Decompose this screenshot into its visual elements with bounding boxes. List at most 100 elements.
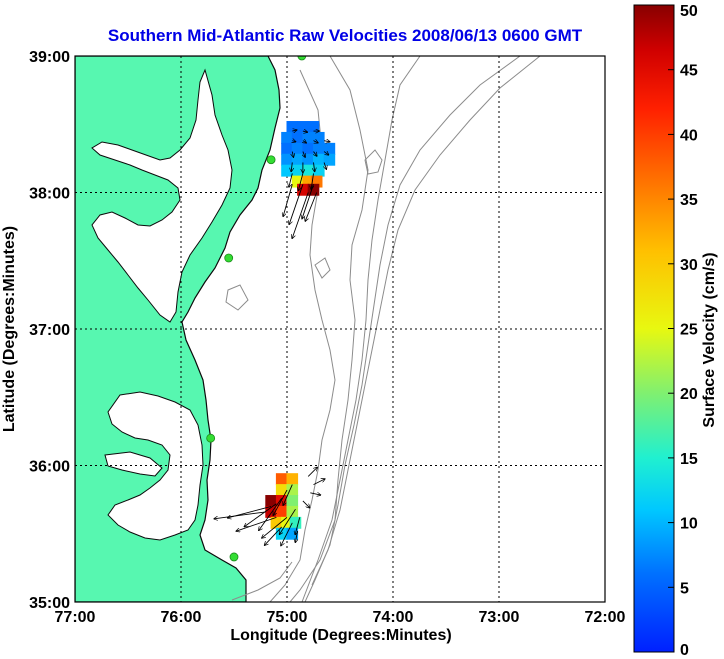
colorbar-tick-label: 50 (680, 3, 698, 20)
colorbar-title: Surface Velocity (cm/s) (701, 252, 718, 427)
colorbar-tick-label: 40 (680, 127, 698, 144)
velocity-vector (283, 484, 293, 506)
velocity-cell (313, 164, 325, 177)
velocity-cell (302, 142, 314, 155)
colorbar-tick-label: 35 (680, 192, 698, 209)
map-title: Southern Mid-Atlantic Raw Velocities 200… (108, 26, 583, 45)
station-marker (297, 56, 307, 61)
velocity-vector (298, 173, 304, 190)
velocity-cell (275, 484, 288, 497)
y-tick-labels: 39:00 38:00 37:00 36:00 35:00 (29, 49, 70, 612)
colorbar-tick-label: 15 (680, 451, 698, 468)
plot-area (75, 56, 605, 602)
velocity-vector (314, 162, 315, 171)
velocity-vector (314, 151, 317, 157)
velocity-cell (281, 164, 293, 177)
velocity-vector (303, 151, 305, 158)
bathymetry-contours (225, 56, 541, 602)
velocity-vector (273, 489, 288, 515)
velocity-vector (302, 184, 314, 219)
velocity-vector (311, 173, 313, 189)
colorbar-tick-label: 45 (680, 63, 698, 80)
pamlico-sound (107, 391, 204, 541)
velocity-cell (286, 527, 299, 540)
velocity-cell (302, 175, 314, 188)
station-marker (229, 552, 239, 562)
velocity-cell (291, 175, 304, 188)
velocity-cell (313, 153, 325, 166)
colorbar (633, 4, 675, 653)
radar-stations (206, 56, 307, 562)
y-axis-title: Latitude (Degrees:Minutes) (1, 226, 18, 432)
velocity-vector (313, 141, 319, 143)
velocity-cell (286, 495, 299, 507)
velocity-cell (297, 121, 309, 133)
velocity-vector (307, 467, 317, 477)
y-tick-label: 35:00 (29, 595, 70, 612)
velocity-vector (302, 500, 310, 508)
x-tick-label: 72:00 (585, 609, 626, 626)
velocity-cell (281, 153, 293, 166)
velocity-cell (323, 142, 336, 155)
velocity-cell (286, 473, 299, 486)
y-tick-label: 37:00 (29, 322, 70, 339)
velocity-vector (324, 141, 330, 142)
x-tick-label: 73:00 (479, 609, 520, 626)
x-tick-label: 77:00 (55, 609, 96, 626)
velocity-vector (244, 503, 277, 527)
velocity-cell (302, 153, 314, 166)
colorbar-tick-label: 25 (680, 322, 698, 339)
velocity-cell (281, 142, 293, 155)
velocity-vector (236, 516, 277, 531)
velocity-cell (307, 121, 320, 133)
velocity-cell (291, 142, 304, 155)
velocity-cell (275, 495, 288, 507)
velocity-cell (286, 505, 299, 518)
x-tick-label: 76:00 (161, 609, 202, 626)
velocity-vector (292, 130, 297, 131)
colorbar-tick-label: 20 (680, 386, 698, 403)
y-tick-label: 39:00 (29, 49, 70, 66)
velocity-cell (289, 516, 302, 529)
colorbar-tick-label: 5 (680, 580, 689, 597)
velocity-cell (265, 495, 277, 507)
velocity-vector (289, 184, 304, 224)
x-tick-label: 75:00 (267, 609, 308, 626)
velocity-cell (291, 164, 304, 177)
albemarle-inlet (104, 451, 163, 477)
velocity-cell (270, 516, 283, 529)
velocity-vector (323, 152, 329, 155)
velocity-vector (214, 511, 266, 519)
velocity-vector (279, 508, 296, 534)
velocity-vector (303, 141, 306, 143)
velocity-cell (323, 153, 336, 166)
velocity-cell (275, 505, 288, 518)
velocity-cell (310, 175, 323, 188)
x-tick-label: 74:00 (373, 609, 414, 626)
velocity-vector (302, 131, 308, 132)
colorbar-tick-label: 30 (680, 257, 698, 274)
velocity-cell (275, 527, 288, 540)
velocity-vector (292, 141, 295, 142)
x-axis-title: Longitude (Degrees:Minutes) (230, 627, 451, 644)
velocity-vector (295, 517, 301, 534)
velocity-vector (259, 497, 283, 530)
colorbar-tick-label: 10 (680, 516, 698, 533)
velocity-vector (324, 162, 326, 169)
velocity-cell (291, 131, 304, 144)
velocity-vector (310, 493, 320, 495)
velocity-vector (305, 192, 318, 222)
velocity-field-north (281, 121, 336, 196)
velocity-cell (286, 121, 299, 133)
velocity-vector (262, 517, 288, 538)
velocity-cell (302, 131, 314, 144)
x-tick-labels: 77:00 76:00 75:00 74:00 73:00 72:00 (55, 609, 626, 626)
velocity-cell (302, 164, 314, 177)
velocity-cell (265, 505, 277, 518)
velocity-vector (295, 530, 297, 543)
y-tick-label: 36:00 (29, 459, 70, 476)
plot-frame (74, 55, 606, 603)
velocity-vector (313, 479, 326, 486)
